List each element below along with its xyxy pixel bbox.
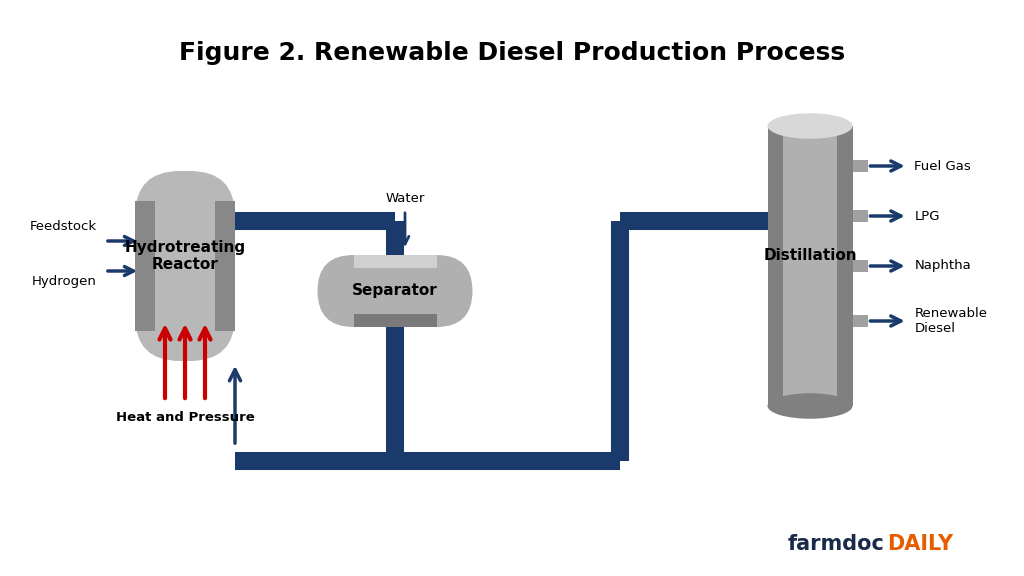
Ellipse shape xyxy=(768,113,853,139)
FancyBboxPatch shape xyxy=(353,314,436,327)
Ellipse shape xyxy=(768,393,853,419)
Text: Feedstock: Feedstock xyxy=(30,220,97,233)
Text: Separator: Separator xyxy=(352,283,438,298)
Text: Heat and Pressure: Heat and Pressure xyxy=(116,411,254,424)
Text: Distillation: Distillation xyxy=(763,248,857,263)
Text: Water: Water xyxy=(385,192,425,205)
FancyBboxPatch shape xyxy=(853,260,867,272)
FancyBboxPatch shape xyxy=(135,171,234,361)
Text: DAILY: DAILY xyxy=(887,534,953,554)
FancyBboxPatch shape xyxy=(838,126,853,406)
Text: Naphtha: Naphtha xyxy=(914,260,971,272)
FancyBboxPatch shape xyxy=(768,126,853,406)
FancyBboxPatch shape xyxy=(853,160,867,172)
Text: farmdoc: farmdoc xyxy=(788,534,885,554)
FancyBboxPatch shape xyxy=(135,201,155,331)
FancyBboxPatch shape xyxy=(215,201,234,331)
Text: LPG: LPG xyxy=(914,210,940,222)
FancyBboxPatch shape xyxy=(853,315,867,327)
Text: Renewable
Diesel: Renewable Diesel xyxy=(914,307,987,335)
Text: Fuel Gas: Fuel Gas xyxy=(914,160,971,172)
FancyBboxPatch shape xyxy=(317,255,472,327)
Text: Hydrotreating
Reactor: Hydrotreating Reactor xyxy=(125,240,246,272)
FancyBboxPatch shape xyxy=(853,210,867,222)
FancyBboxPatch shape xyxy=(353,255,436,268)
Text: Hydrogen: Hydrogen xyxy=(32,275,97,288)
FancyBboxPatch shape xyxy=(768,126,782,406)
Text: Figure 2. Renewable Diesel Production Process: Figure 2. Renewable Diesel Production Pr… xyxy=(179,41,845,65)
